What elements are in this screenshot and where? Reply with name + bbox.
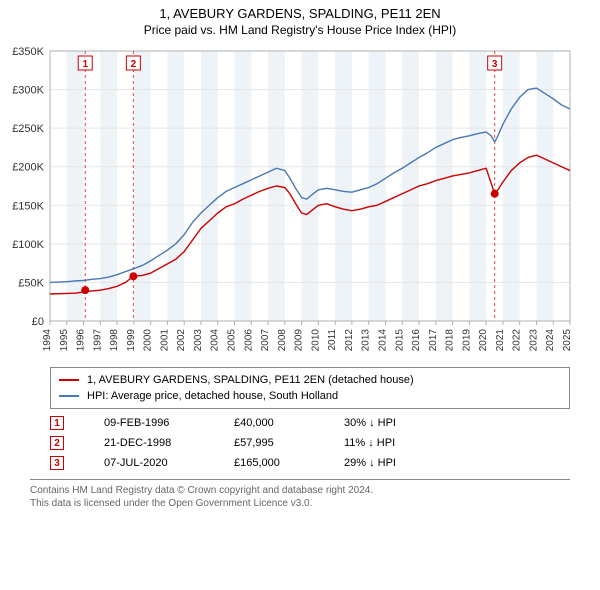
svg-text:1: 1 (82, 59, 88, 70)
svg-text:1998: 1998 (109, 329, 120, 352)
svg-text:2006: 2006 (243, 329, 254, 352)
svg-text:2002: 2002 (176, 329, 187, 352)
event-row: 1 09-FEB-1996 £40,000 30% ↓ HPI (50, 413, 570, 433)
svg-text:2000: 2000 (143, 329, 154, 352)
svg-text:1995: 1995 (59, 329, 70, 352)
event-badge: 3 (50, 456, 64, 470)
svg-text:£350K: £350K (12, 46, 44, 58)
svg-text:2: 2 (131, 59, 137, 70)
event-row: 3 07-JUL-2020 £165,000 29% ↓ HPI (50, 453, 570, 473)
svg-text:2010: 2010 (310, 329, 321, 352)
event-diff: 11% ↓ HPI (344, 437, 395, 449)
svg-text:2013: 2013 (361, 329, 372, 352)
event-diff: 29% ↓ HPI (344, 457, 396, 469)
svg-text:£250K: £250K (12, 123, 44, 135)
svg-text:2007: 2007 (260, 329, 271, 352)
svg-text:2004: 2004 (210, 329, 221, 352)
event-diff: 30% ↓ HPI (344, 417, 396, 429)
legend: 1, AVEBURY GARDENS, SPALDING, PE11 2EN (… (50, 367, 570, 409)
svg-text:2016: 2016 (411, 329, 422, 352)
svg-text:2022: 2022 (512, 329, 523, 352)
page-title: 1, AVEBURY GARDENS, SPALDING, PE11 2EN (0, 0, 600, 21)
event-badge: 1 (50, 416, 64, 430)
svg-text:£300K: £300K (12, 85, 44, 97)
svg-text:2023: 2023 (528, 329, 539, 352)
svg-text:2019: 2019 (461, 329, 472, 352)
svg-text:£200K: £200K (12, 162, 44, 174)
svg-text:2025: 2025 (562, 329, 573, 352)
svg-text:1996: 1996 (76, 329, 87, 352)
legend-label: 1, AVEBURY GARDENS, SPALDING, PE11 2EN (… (87, 374, 414, 386)
svg-text:2012: 2012 (344, 329, 355, 352)
page-subtitle: Price paid vs. HM Land Registry's House … (0, 21, 600, 41)
event-date: 07-JUL-2020 (104, 457, 204, 469)
svg-text:2015: 2015 (394, 329, 405, 352)
svg-text:1994: 1994 (42, 329, 53, 352)
footer-line: This data is licensed under the Open Gov… (30, 497, 570, 510)
svg-text:1997: 1997 (92, 329, 103, 352)
event-date: 09-FEB-1996 (104, 417, 204, 429)
event-row: 2 21-DEC-1998 £57,995 11% ↓ HPI (50, 433, 570, 453)
svg-text:£100K: £100K (12, 239, 44, 251)
svg-text:2021: 2021 (495, 329, 506, 352)
svg-text:2005: 2005 (227, 329, 238, 352)
footer-line: Contains HM Land Registry data © Crown c… (30, 484, 570, 497)
event-table: 1 09-FEB-1996 £40,000 30% ↓ HPI 2 21-DEC-1998… (50, 413, 570, 473)
footer-attribution: Contains HM Land Registry data © Crown c… (30, 479, 570, 510)
svg-text:2024: 2024 (545, 329, 556, 352)
svg-text:2009: 2009 (294, 329, 305, 352)
price-chart: £0 £50K £100K £150K £200K £250K £300K £350K 1994… (0, 41, 600, 361)
event-badge: 2 (50, 436, 64, 450)
event-price: £40,000 (234, 417, 314, 429)
legend-item: 1, AVEBURY GARDENS, SPALDING, PE11 2EN (… (59, 372, 561, 388)
svg-text:2020: 2020 (478, 329, 489, 352)
svg-text:2018: 2018 (445, 329, 456, 352)
svg-text:£150K: £150K (12, 200, 44, 212)
svg-text:£50K: £50K (18, 277, 44, 289)
event-price: £57,995 (234, 437, 314, 449)
legend-swatch (59, 395, 79, 397)
legend-label: HPI: Average price, detached house, Sout… (87, 390, 338, 402)
svg-text:2003: 2003 (193, 329, 204, 352)
event-date: 21-DEC-1998 (104, 437, 204, 449)
legend-item: HPI: Average price, detached house, Sout… (59, 388, 561, 404)
svg-text:£0: £0 (32, 316, 44, 328)
event-price: £165,000 (234, 457, 314, 469)
legend-swatch (59, 379, 79, 381)
svg-text:2011: 2011 (327, 329, 338, 351)
svg-text:3: 3 (492, 59, 498, 70)
svg-text:2001: 2001 (159, 329, 170, 352)
svg-text:1999: 1999 (126, 329, 137, 352)
svg-text:2014: 2014 (377, 329, 388, 352)
svg-text:2008: 2008 (277, 329, 288, 352)
svg-text:2017: 2017 (428, 329, 439, 352)
